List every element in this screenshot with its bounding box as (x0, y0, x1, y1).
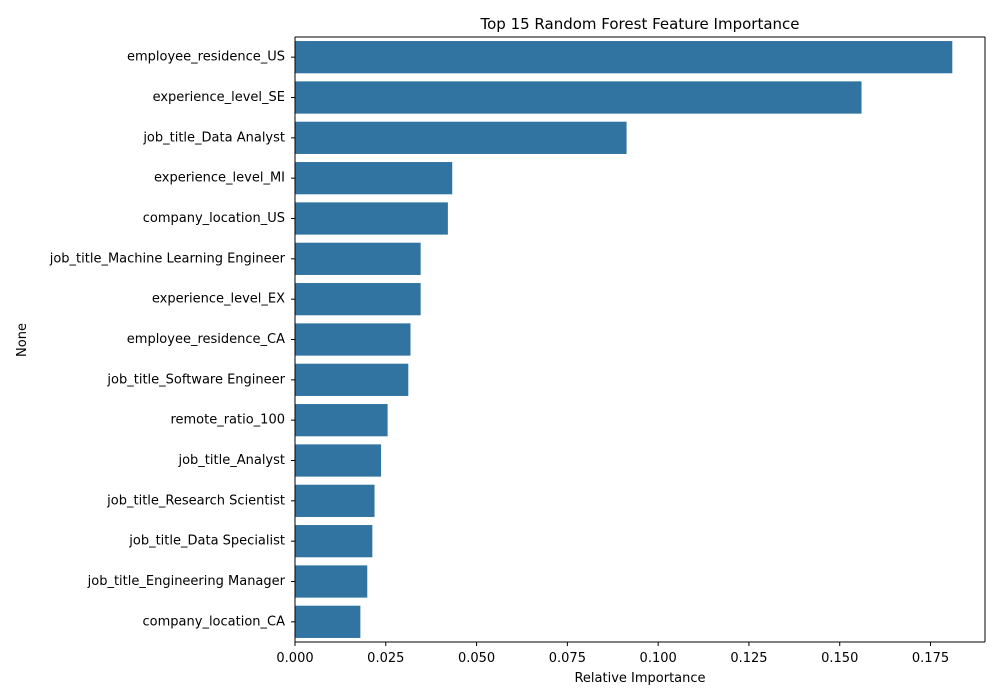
bar (295, 484, 375, 517)
x-tick-label: 0.125 (730, 651, 767, 666)
x-tick-label: 0.050 (458, 651, 495, 666)
bar (295, 525, 373, 558)
x-tick-label: 0.075 (549, 651, 586, 666)
y-tick-label: employee_residence_US (127, 50, 285, 65)
x-tick-label: 0.000 (276, 651, 313, 666)
bar (295, 81, 862, 114)
y-tick-label: experience_level_MI (154, 171, 285, 186)
x-tick-label: 0.175 (912, 651, 949, 666)
y-tick-label: job_title_Machine Learning Engineer (49, 251, 286, 266)
y-tick-labels: employee_residence_US experience_level_SE… (49, 50, 295, 629)
bar (295, 363, 409, 396)
y-axis-label: None (15, 323, 30, 357)
y-tick-label: job_title_Research Scientist (106, 493, 285, 508)
bars-group (295, 41, 953, 638)
x-tick-label: 0.100 (640, 651, 677, 666)
bar (295, 404, 388, 437)
x-tick-label: 0.150 (821, 651, 858, 666)
y-tick-label: job_title_Analyst (177, 453, 285, 468)
chart-title: Top 15 Random Forest Feature Importance (479, 15, 799, 33)
bar (295, 41, 953, 74)
y-tick-label: experience_level_SE (153, 90, 285, 105)
bar (295, 444, 382, 477)
y-tick-label: job_title_Engineering Manager (87, 574, 286, 589)
bar (295, 162, 453, 195)
bar (295, 323, 411, 356)
y-tick-label: company_location_CA (143, 614, 286, 629)
bar (295, 121, 627, 154)
y-tick-label: company_location_US (143, 211, 285, 226)
bar (295, 283, 421, 316)
x-ticks: 0.000 0.025 0.050 0.075 0.100 0.125 0.150 0.175 (276, 642, 949, 666)
bar (295, 242, 421, 275)
y-tick-label: employee_residence_CA (127, 332, 285, 347)
x-axis-label: Relative Importance (574, 671, 705, 686)
y-tick-label: job_title_Software Engineer (106, 372, 285, 387)
y-tick-label: job_title_Data Specialist (128, 534, 285, 549)
y-tick-label: experience_level_EX (152, 292, 285, 307)
bar (295, 605, 361, 638)
bar (295, 565, 368, 598)
y-tick-label: remote_ratio_100 (170, 413, 285, 428)
bar (295, 202, 448, 235)
x-tick-label: 0.025 (367, 651, 404, 666)
y-tick-label: job_title_Data Analyst (142, 130, 285, 145)
